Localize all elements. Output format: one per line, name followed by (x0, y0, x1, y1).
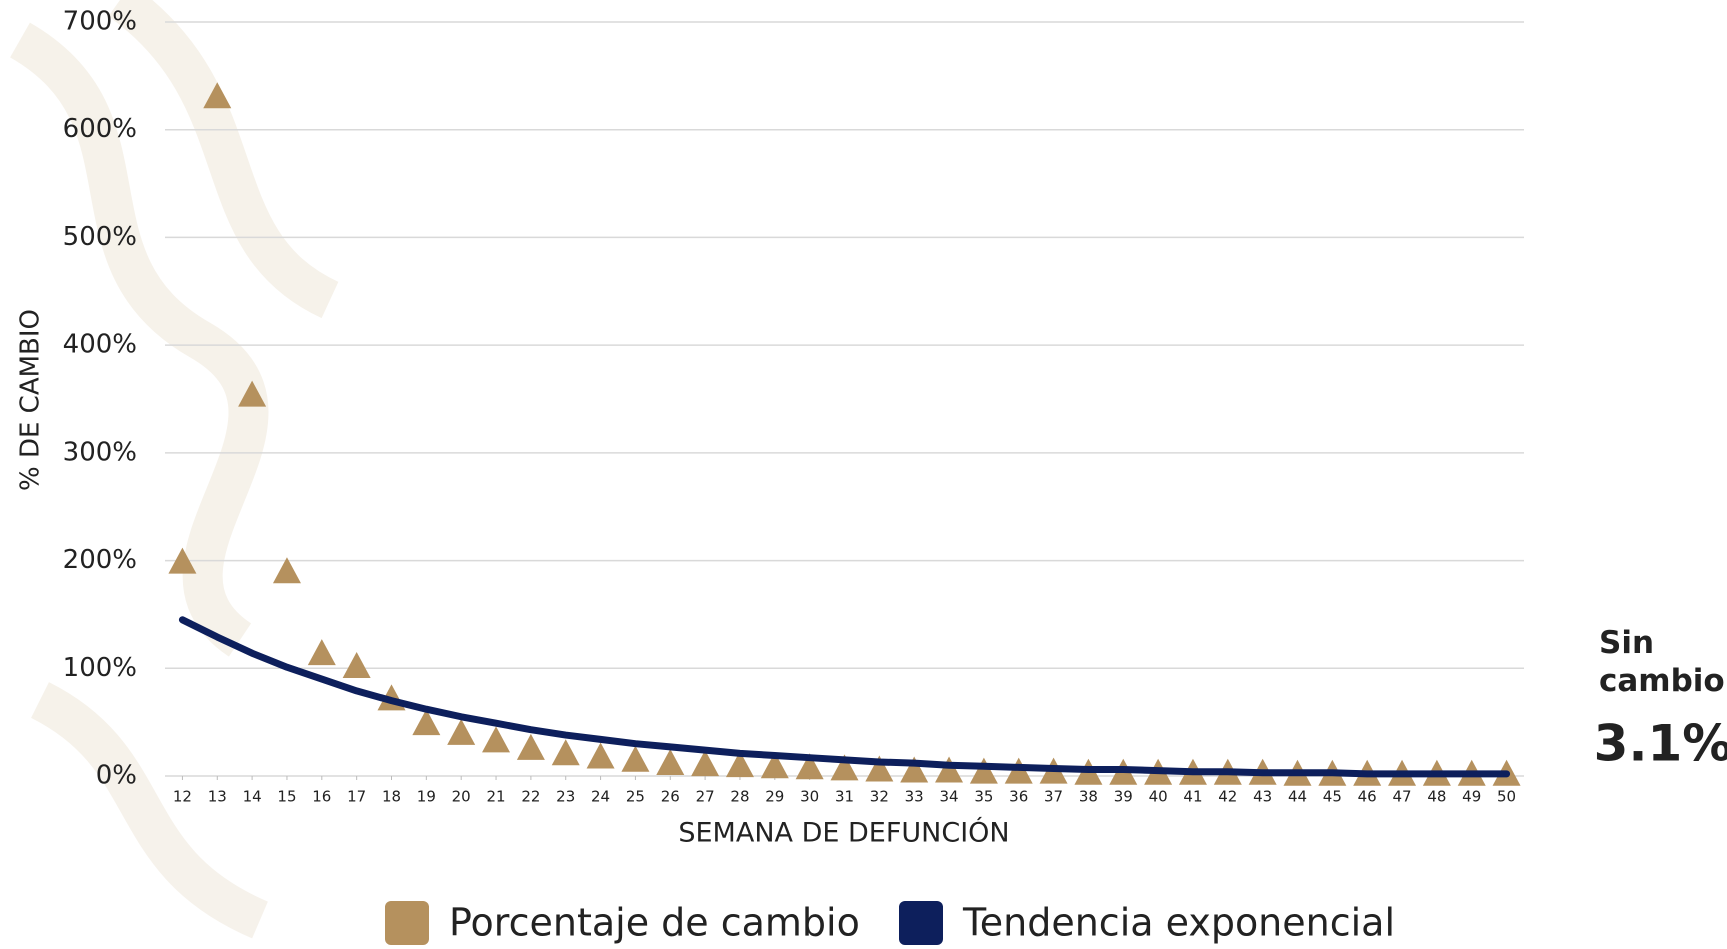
x-tick-label: 32 (870, 788, 889, 806)
y-tick-label: 700% (63, 7, 137, 37)
triangle-marker (725, 751, 754, 778)
x-tick-label: 41 (1183, 788, 1202, 806)
y-tick-label: 200% (63, 545, 137, 575)
triangle-marker (935, 756, 964, 783)
x-tick-label: 13 (208, 788, 227, 806)
triangle-marker (900, 756, 929, 783)
x-tick-label: 39 (1114, 788, 1133, 806)
x-tick-label: 24 (591, 788, 610, 806)
x-tick-label: 29 (765, 788, 784, 806)
x-axis-title: SEMANA DE DEFUNCIÓN (678, 817, 1009, 849)
triangle-marker (691, 750, 720, 777)
x-tick-label: 18 (382, 788, 401, 806)
x-tick-label: 28 (730, 788, 749, 806)
x-tick-label: 44 (1288, 788, 1307, 806)
x-tick-label: 33 (905, 788, 924, 806)
y-tick-label: 0% (96, 761, 137, 791)
x-tick-label: 40 (1149, 788, 1168, 806)
legend-label: Tendencia exponencial (962, 901, 1395, 945)
x-tick-label: 36 (1009, 788, 1028, 806)
triangle-marker (760, 752, 789, 779)
x-tick-label: 48 (1427, 788, 1446, 806)
x-tick-label: 31 (835, 788, 854, 806)
x-tick-label: 12 (173, 788, 192, 806)
x-tick-label: 22 (521, 788, 540, 806)
triangle-marker (586, 742, 615, 769)
triangle-marker (307, 639, 336, 666)
x-tick-label: 34 (939, 788, 958, 806)
x-tick-label: 47 (1392, 788, 1411, 806)
triangle-marker (830, 754, 859, 781)
y-axis-title: % DE CAMBIO (16, 309, 46, 491)
x-tick-label: 37 (1044, 788, 1063, 806)
triangle-marker (551, 739, 580, 766)
x-tick-label: 25 (626, 788, 645, 806)
triangle-marker (482, 726, 511, 753)
trend-line (178, 616, 1511, 778)
x-tick-label: 38 (1079, 788, 1098, 806)
x-tick-label: 27 (696, 788, 715, 806)
triangle-marker (621, 745, 650, 772)
triangle-marker (656, 748, 685, 775)
annotation: Sin cambio (1599, 625, 1725, 699)
triangle-marker (412, 709, 441, 736)
y-tick-label: 100% (63, 653, 137, 683)
triangle-marker (516, 733, 545, 760)
y-tick-label: 500% (63, 222, 137, 252)
y-tick-label: 600% (63, 114, 137, 144)
x-tick-label: 21 (486, 788, 505, 806)
x-tick-label: 14 (243, 788, 262, 806)
triangle-marker (865, 755, 894, 782)
y-tick-label: 300% (63, 437, 137, 467)
triangle-marker (447, 718, 476, 745)
x-tick-label: 35 (974, 788, 993, 806)
x-tick-label: 17 (347, 788, 366, 806)
legend-swatch (899, 901, 943, 945)
triangle-marker (238, 380, 267, 407)
triangle-marker (203, 82, 232, 109)
x-tick-label: 50 (1497, 788, 1516, 806)
x-tick-label: 30 (800, 788, 819, 806)
x-tick-label: 19 (417, 788, 436, 806)
triangle-marker (168, 547, 197, 574)
x-tick-label: 23 (556, 788, 575, 806)
annotation: 3.1% (1594, 715, 1727, 773)
x-tick-label: 26 (661, 788, 680, 806)
x-tick-label: 45 (1323, 788, 1342, 806)
triangle-marker (272, 557, 301, 584)
background-pattern (9, 0, 339, 939)
x-tick-label: 49 (1462, 788, 1481, 806)
x-tick-label: 20 (452, 788, 471, 806)
x-tick-label: 46 (1358, 788, 1377, 806)
legend-swatch (385, 901, 429, 945)
triangle-marker (795, 753, 824, 780)
x-tick-label: 15 (277, 788, 296, 806)
x-tick-label: 42 (1218, 788, 1237, 806)
triangle-marker (969, 757, 998, 784)
x-tick-label: 43 (1253, 788, 1272, 806)
y-tick-label: 400% (63, 330, 137, 360)
x-tick-label: 16 (312, 788, 331, 806)
legend-label: Porcentaje de cambio (449, 901, 860, 945)
triangle-marker (342, 652, 371, 679)
